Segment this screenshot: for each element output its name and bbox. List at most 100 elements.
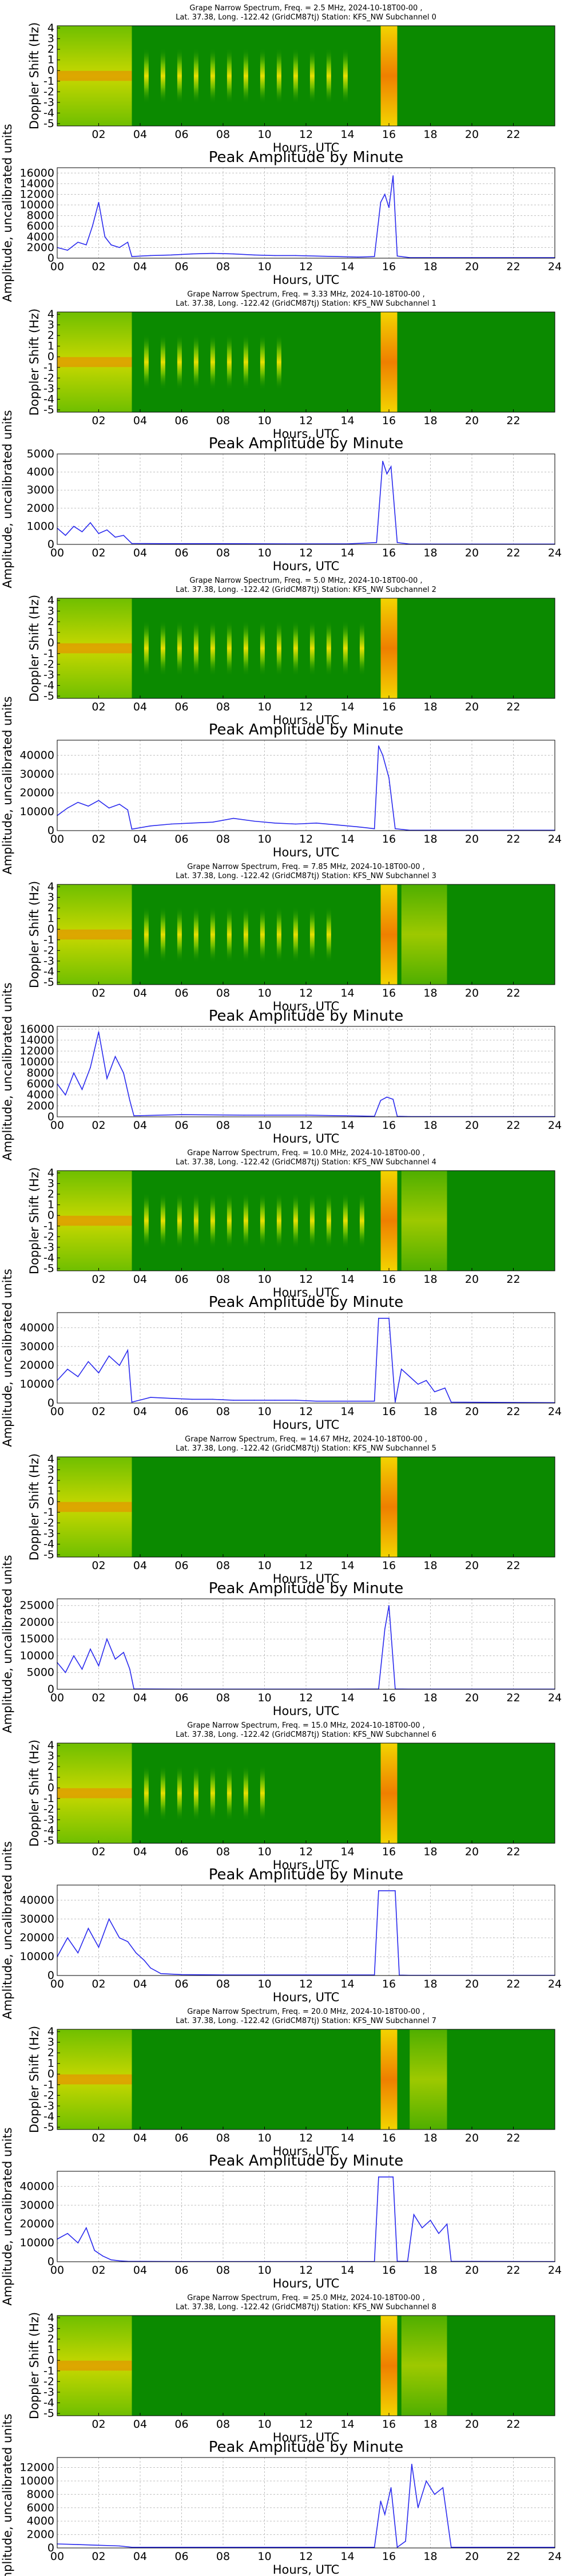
data-point [98, 202, 100, 203]
x-tick-label: 20 [465, 414, 479, 427]
y-tick-label: 20000 [20, 1616, 54, 1629]
x-tick-label: 12 [299, 414, 313, 427]
x-tick-label: 14 [340, 1846, 354, 1858]
bright-band [380, 2316, 398, 2416]
bright-band [380, 1743, 398, 1843]
y-tick-label: 0 [47, 64, 54, 77]
pulse-streak [193, 906, 198, 963]
pulse-streak [359, 1192, 364, 1249]
x-tick-label: 22 [506, 1273, 520, 1286]
x-tick-label: 06 [174, 414, 188, 427]
y-tick-label: 2000 [27, 241, 54, 254]
x-tick-label: 04 [133, 987, 147, 999]
data-point [110, 244, 112, 246]
x-axis-label: Hours, UTC [273, 1286, 340, 1299]
y-tick-label: 40000 [20, 749, 54, 761]
x-tick-label: 12 [299, 2132, 313, 2144]
y-axis-label: Amplitude, uncalibrated units [1, 982, 14, 1160]
pulse-streak [309, 48, 315, 104]
y-tick-label: -5 [43, 117, 54, 130]
y-tick-label: 4 [47, 1167, 54, 1179]
x-tick-label: 20 [465, 2264, 479, 2277]
pulse-streak [227, 1765, 232, 1822]
x-tick-label: 22 [506, 2550, 520, 2563]
x-tick-label: 24 [548, 547, 562, 559]
data-point [88, 1361, 89, 1362]
plot-frame [57, 1884, 555, 1976]
y-tick-label: 2 [47, 1760, 54, 1773]
data-point [67, 1937, 68, 1938]
data-point [150, 1967, 151, 1969]
y-tick-label: 4 [47, 880, 54, 893]
pulse-streak [343, 620, 348, 677]
pulse-streak [276, 906, 281, 963]
data-point [65, 535, 66, 536]
x-tick-label: 14 [340, 2550, 354, 2563]
x-tick-label: 04 [133, 1559, 147, 1572]
spectrum-title: Grape Narrow Spectrum, Freq. = 5.0 MHz, … [189, 576, 422, 585]
data-point [98, 1946, 100, 1948]
data-point [181, 1974, 182, 1976]
x-tick-label: 10 [257, 2132, 271, 2144]
x-tick-label: 08 [216, 1559, 230, 1572]
y-tick-label: 12000 [20, 2462, 54, 2474]
x-tick-label: 00 [50, 2264, 64, 2277]
y-tick-label: 8000 [27, 1066, 54, 1079]
x-tick-label: 22 [506, 2264, 520, 2277]
data-point [67, 1368, 68, 1370]
amplitude-title: Peak Amplitude by Minute [209, 1580, 403, 1597]
x-tick-label: 14 [340, 833, 354, 846]
data-point [160, 543, 162, 544]
pulse-streak [309, 620, 315, 677]
y-tick-label: 2 [47, 902, 54, 914]
data-point [233, 253, 234, 255]
spectrum-subtitle: Lat. 37.38, Long. -122.42 (GridCM87tj) S… [176, 872, 436, 880]
y-tick-label: 0 [47, 350, 54, 363]
pulse-streak [243, 334, 248, 390]
y-axis-label: Amplitude, uncalibrated units [1, 410, 14, 588]
x-tick-label: 14 [340, 547, 354, 559]
x-tick-label: 06 [174, 1119, 188, 1132]
spectrum-title: Grape Narrow Spectrum, Freq. = 3.33 MHz,… [187, 290, 424, 299]
x-tick-label: 18 [423, 1559, 437, 1572]
x-tick-label: 10 [257, 1273, 271, 1286]
data-point [413, 2214, 415, 2215]
x-tick-label: 20 [465, 1559, 479, 1572]
x-tick-label: 04 [133, 260, 147, 273]
y-tick-label: 4000 [27, 231, 54, 243]
amplitude-title: Peak Amplitude by Minute [209, 2152, 403, 2170]
data-point [274, 255, 276, 256]
data-point [400, 1368, 402, 1370]
y-tick-label: -1 [43, 2079, 54, 2091]
pulse-streak [210, 906, 215, 963]
y-axis-label: Doppler Shift (Hz) [27, 595, 41, 702]
x-tick-label: 08 [216, 2550, 230, 2563]
pulse-streak [144, 48, 149, 104]
x-tick-label: 02 [92, 2132, 105, 2144]
pulse-streak [243, 48, 248, 104]
x-tick-label: 06 [174, 833, 188, 846]
spectrogram-background [57, 2029, 555, 2129]
y-tick-label: 2 [47, 43, 54, 56]
data-point [108, 807, 110, 809]
data-point [336, 256, 338, 258]
y-tick-label: 0 [47, 2068, 54, 2080]
data-point [108, 1355, 110, 1357]
spectrogram-background [57, 598, 555, 698]
x-tick-label: 02 [92, 701, 105, 713]
x-tick-label: 18 [423, 2418, 437, 2431]
y-tick-label: 0 [47, 637, 54, 649]
x-tick-label: 18 [423, 833, 437, 846]
amplitude-trace [57, 461, 555, 545]
x-tick-label: 22 [506, 2418, 520, 2431]
data-point [357, 1400, 359, 1402]
y-tick-label: 0 [47, 824, 54, 837]
x-tick-label: 18 [423, 2132, 437, 2144]
data-point [378, 745, 379, 746]
x-tick-label: 02 [92, 1846, 105, 1858]
data-point [81, 1669, 83, 1670]
pulse-streak [210, 1192, 215, 1249]
amplitude-title: Peak Amplitude by Minute [209, 1866, 403, 1883]
y-tick-label: 30000 [20, 1913, 54, 1925]
x-tick-label: 10 [257, 2418, 271, 2431]
